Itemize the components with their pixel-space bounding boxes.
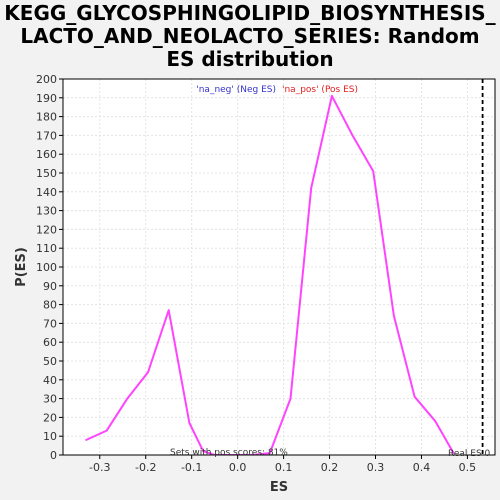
y-tick-label: 70: [43, 317, 57, 330]
data-point: [393, 315, 395, 317]
data-point: [85, 439, 87, 441]
x-tick-label: 0.2: [321, 461, 339, 474]
y-tick-label: 180: [36, 111, 57, 124]
y-tick-label: 30: [43, 393, 57, 406]
y-tick-label: 130: [36, 205, 57, 218]
y-tick-label: 100: [36, 261, 57, 274]
series-layer: [85, 94, 455, 455]
distribution-line: [85, 94, 455, 455]
x-tick-label: 0.4: [413, 461, 431, 474]
data-point: [351, 134, 354, 137]
y-tick-label: 20: [43, 411, 57, 424]
real-es-annotation: Real ES 0: [448, 449, 491, 459]
y-tick-label: 40: [43, 374, 57, 387]
data-point: [105, 429, 108, 432]
y-tick-label: 190: [36, 92, 57, 105]
legend-neg-label: 'na_neg' (Neg ES): [196, 85, 276, 95]
y-tick-label: 140: [36, 186, 57, 199]
x-tick-label: 0.0: [229, 461, 247, 474]
y-tick-label: 0: [50, 449, 57, 462]
y-tick-label: 90: [43, 280, 57, 293]
x-tick-label: 0.3: [367, 461, 385, 474]
y-tick-label: 50: [43, 355, 57, 368]
data-point: [413, 395, 416, 398]
data-point: [372, 170, 375, 172]
data-point: [452, 452, 455, 454]
x-tick-label: 0.1: [275, 461, 293, 474]
x-tick-label: 0.5: [459, 461, 477, 474]
y-tick-label: 110: [36, 242, 57, 255]
data-point: [126, 397, 129, 400]
x-tick-label: -0.1: [181, 461, 202, 474]
y-tick-label: 60: [43, 336, 57, 349]
y-axis-label: P(ES): [14, 247, 29, 287]
y-tick-label: 170: [36, 129, 57, 142]
y-tick-label: 160: [36, 148, 57, 161]
y-tick-label: 120: [36, 223, 57, 236]
data-point: [269, 452, 271, 454]
data-point: [310, 187, 312, 189]
data-point: [188, 422, 191, 424]
legend-pos-label: 'na_pos' (Pos ES): [282, 85, 358, 95]
x-tick-label: -0.2: [135, 461, 156, 474]
data-point: [331, 95, 333, 97]
y-axis: 0 10 20 30 40 50 60 70 80 90 100 110 120 130 140 150 160…: [36, 73, 63, 462]
x-tick-label: -0.3: [89, 461, 110, 474]
y-tick-label: 10: [43, 430, 57, 443]
x-axis-label: ES: [270, 480, 288, 495]
chart-title: KEGG_GLYCOSPHINGOLIPID_BIOSYNTHESIS_ LAC…: [4, 1, 496, 71]
data-point: [289, 397, 292, 400]
y-tick-label: 200: [36, 73, 57, 86]
data-point: [434, 420, 437, 422]
pos-scores-annotation: Sets with pos scores: 81%: [170, 448, 288, 458]
data-point: [147, 371, 149, 374]
y-tick-label: 150: [36, 167, 57, 180]
data-point: [202, 450, 204, 453]
y-tick-label: 80: [43, 299, 57, 312]
data-point: [167, 309, 170, 312]
x-axis: -0.3 -0.2 -0.1 0.0 0.1 0.2 0.3 0.4 0.5: [89, 455, 476, 474]
